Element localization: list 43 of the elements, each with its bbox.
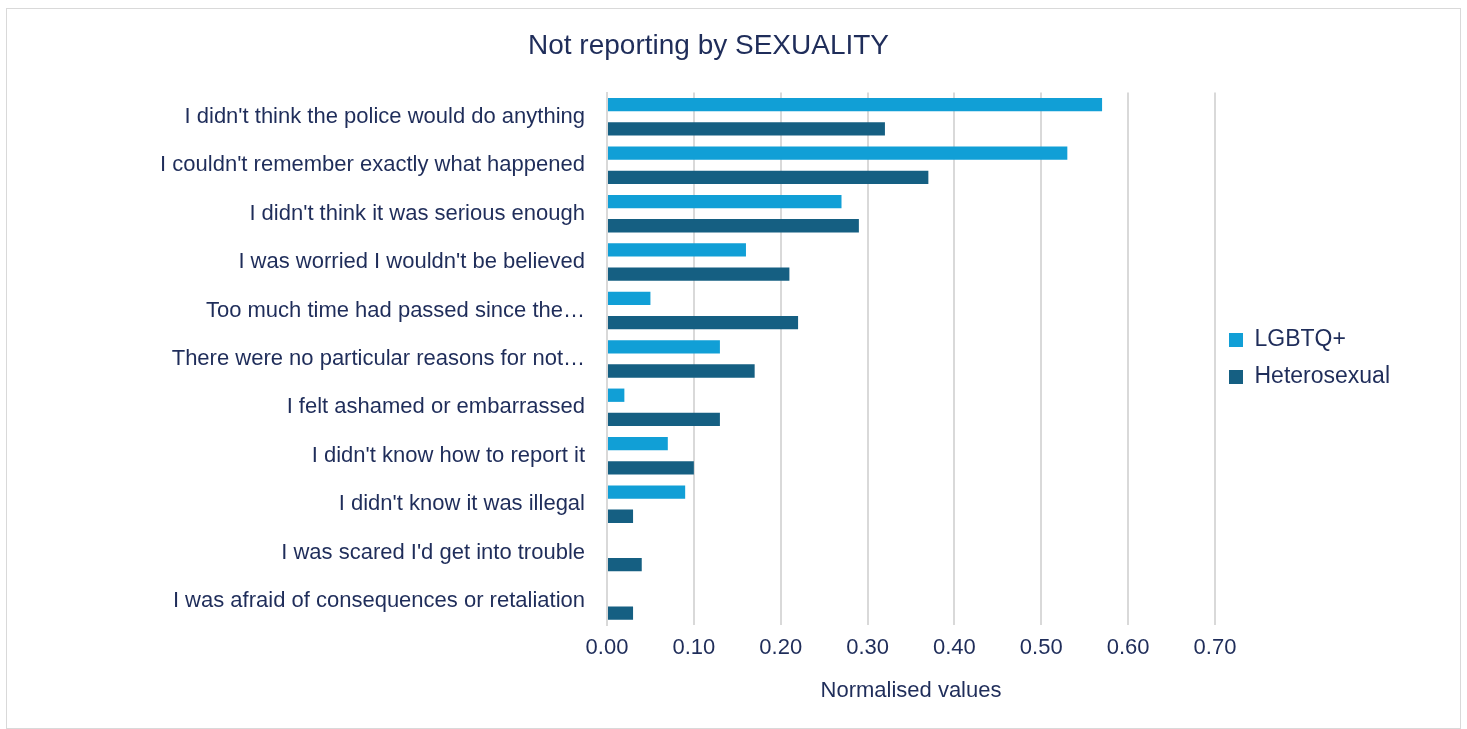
bar <box>608 219 859 233</box>
bar <box>608 509 634 523</box>
bar <box>608 558 642 572</box>
y-tick-label: Too much time had passed since the… <box>205 296 585 322</box>
y-tick-label: There were no particular reasons for not… <box>171 344 585 370</box>
x-tick-label: 0.40 <box>933 634 976 660</box>
y-tick-label: I felt ashamed or embarrassed <box>286 393 585 419</box>
bar <box>608 98 1103 112</box>
legend-label: Heterosexual <box>1254 362 1391 389</box>
x-tick-label: 0.50 <box>1019 634 1063 660</box>
legend-label: LGBTQ+ <box>1254 325 1346 352</box>
x-tick-label: 0.70 <box>1193 634 1237 660</box>
y-tick-label: I didn't know how to report it <box>311 441 585 467</box>
x-tick-label: 0.60 <box>1106 634 1150 660</box>
y-tick-label: I was worried I wouldn't be believed <box>238 248 585 274</box>
y-tick-label: I was scared I'd get into trouble <box>281 538 585 564</box>
bar <box>608 243 746 257</box>
x-tick-label: 0.00 <box>585 634 629 660</box>
bar <box>608 170 929 184</box>
y-tick-label: I didn't think it was serious enough <box>249 199 585 225</box>
bar <box>608 194 842 209</box>
y-tick-label: I didn't know it was illegal <box>338 490 585 516</box>
x-tick-label: 0.20 <box>759 634 803 660</box>
y-tick-label: I was afraid of consequences or retaliation <box>172 587 585 613</box>
bar <box>608 315 799 330</box>
y-tick-label: I couldn't remember exactly what happened <box>160 151 585 177</box>
bar <box>608 364 755 378</box>
x-tick-label: 0.30 <box>846 634 889 660</box>
bar <box>608 340 720 354</box>
y-tick-label: I didn't think the police would do anything <box>184 102 585 128</box>
bar <box>608 436 668 451</box>
bar <box>608 606 634 620</box>
x-axis-title: Normalised values <box>820 676 1002 702</box>
bar <box>608 412 720 427</box>
chart-title: Not reporting by SEXUALITY <box>527 28 890 60</box>
bar <box>608 291 651 306</box>
bar <box>608 461 694 475</box>
bar <box>608 388 625 402</box>
bar <box>608 122 885 136</box>
bar <box>608 267 790 281</box>
x-tick-label: 0.10 <box>672 634 716 660</box>
bar <box>608 485 686 499</box>
bar <box>608 146 1068 160</box>
